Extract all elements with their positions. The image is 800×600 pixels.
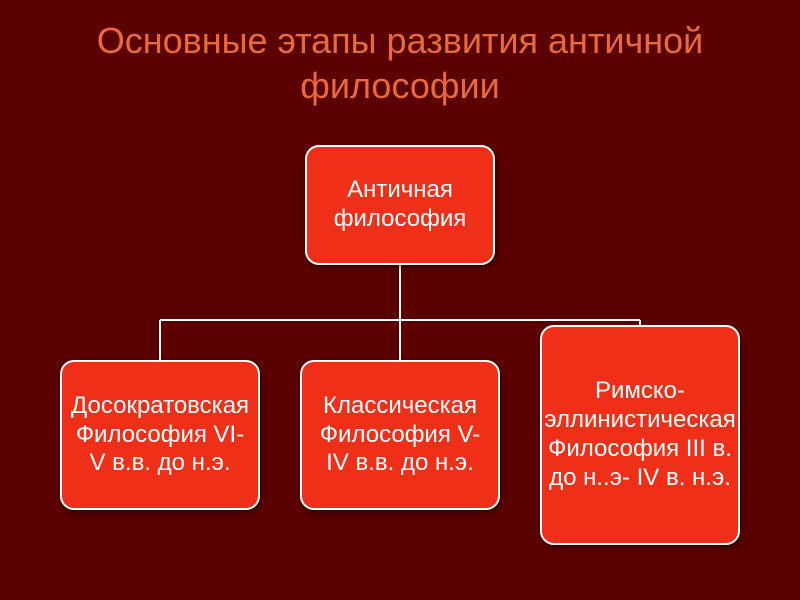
slide-title: Основные этапы развития античной философ… — [0, 0, 800, 108]
tree-root: Античная философия — [305, 145, 495, 265]
tree-root-label: Античная философия — [315, 176, 485, 234]
slide: Основные этапы развития античной философ… — [0, 0, 800, 600]
tree-child-roman: Римско-эллинистическая Философия III в. … — [540, 325, 740, 545]
tree-child-presocratic: Досократовская Философия VI-V в.в. до н.… — [60, 360, 260, 510]
tree-edge — [399, 320, 401, 360]
tree-child-classical: Классическая Философия V-IV в.в. до н.э. — [300, 360, 500, 510]
tree-child-presocratic-label: Досократовская Философия VI-V в.в. до н.… — [70, 392, 250, 478]
tree-child-roman-label: Римско-эллинистическая Философия III в. … — [544, 377, 735, 492]
tree-edge — [399, 265, 401, 320]
tree-child-classical-label: Классическая Философия V-IV в.в. до н.э. — [310, 392, 490, 478]
tree-edge — [159, 320, 161, 360]
